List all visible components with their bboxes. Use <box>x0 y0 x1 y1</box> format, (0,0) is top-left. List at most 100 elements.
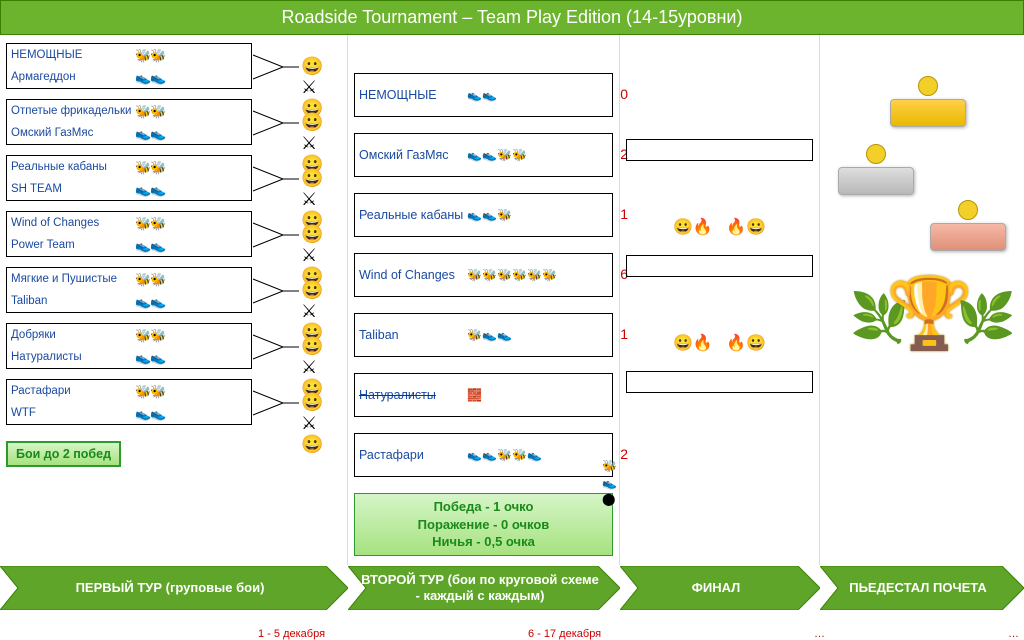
bee-icon: 🐝 <box>135 384 150 399</box>
versus-icon: 😀⚔😀 <box>301 280 323 343</box>
final-slot <box>626 371 813 393</box>
run-icon: 👟 <box>135 182 150 197</box>
versus-icon: 😀⚔😀 <box>301 224 323 287</box>
team-name: Реальные кабаны <box>359 208 467 222</box>
bee-icon: 🐝 <box>150 216 165 231</box>
team-row: Мягкие и Пушистые 🐝🐝 <box>7 268 251 290</box>
team-row: Армагеддон 👟👟 <box>7 66 251 88</box>
team-row: Омский ГазМяс 👟👟 <box>7 122 251 144</box>
team-row: Taliban 👟👟 <box>7 290 251 312</box>
stage-label: ВТОРОЙ ТУР (бои по круговой схеме - кажд… <box>358 572 602 603</box>
team-name: Натуралисты <box>7 351 135 363</box>
bracket-connector <box>253 388 299 418</box>
bee-icon: 🐝 <box>497 208 512 223</box>
team-name: Омский ГазМяс <box>7 127 135 139</box>
versus-icon: 😀⚔😀 <box>301 168 323 231</box>
team-name: Растафари <box>7 385 135 397</box>
bee-icon: 🐝 <box>135 104 150 119</box>
team-row: Отпетые фрикадельки 🐝🐝 <box>7 100 251 122</box>
final-slot <box>626 255 813 277</box>
run-icon: 👟 <box>150 70 165 85</box>
result-icons: 👟👟🐝🐝 <box>467 147 608 162</box>
bracket-connector <box>253 332 299 362</box>
run-icon: 👟 <box>135 70 150 85</box>
laurel-right-icon: 🌿 <box>956 289 1016 346</box>
run-icon: 👟 <box>135 294 150 309</box>
stage-arrows-row: ПЕРВЫЙ ТУР (груповые бои) ВТОРОЙ ТУР (бо… <box>0 566 1024 610</box>
silver-medal-block <box>838 167 914 195</box>
bee-icon: 🐝 <box>135 160 150 175</box>
bee-icon: 🐝 <box>150 328 165 343</box>
run-icon: 👟 <box>150 294 165 309</box>
wall-icon: 🧱 <box>467 388 482 403</box>
run-icon: 👟 <box>150 406 165 421</box>
bee-icon: 🐝 <box>135 272 150 287</box>
run-icon: 👟 <box>482 328 497 343</box>
bee-icon: 🐝 <box>497 268 512 283</box>
result-icons: 🐝🐝 <box>135 383 165 399</box>
result-icons: 👟👟 <box>135 125 165 141</box>
stage-label: ФИНАЛ <box>692 580 741 596</box>
run-icon: 👟 <box>467 148 482 163</box>
bronze-medal-block <box>930 223 1006 251</box>
legend-icons: 🐝👟⬤ <box>602 457 617 507</box>
team-name: Армагеддон <box>7 71 135 83</box>
team-row: Натуралисты 👟👟 <box>7 346 251 368</box>
bracket-connector <box>253 52 299 82</box>
run-icon: 👟 <box>497 328 512 343</box>
round2-row: Натуралисты 🧱 <box>354 373 613 417</box>
bracket-connector <box>253 276 299 306</box>
run-icon: 👟 <box>150 126 165 141</box>
team-row: Power Team 👟👟 <box>7 234 251 256</box>
run-icon: 👟 <box>482 208 497 223</box>
team-name: WTF <box>7 407 135 419</box>
versus-icon: 😀⚔😀 <box>301 336 323 399</box>
result-icons: 🐝👟👟 <box>467 327 608 342</box>
team-name: Taliban <box>7 295 135 307</box>
versus-icon: 😀⚔😀 <box>301 56 323 119</box>
versus-icon: 😀⚔😀 <box>301 392 323 455</box>
round2-row: Wind of Changes 🐝🐝🐝🐝🐝🐝 6 <box>354 253 613 297</box>
round1-pair: НЕМОЩНЫЕ 🐝🐝 Армагеддон 👟👟 😀⚔😀 <box>6 43 252 89</box>
podium-column: 🌿 🏆 🌿 <box>820 35 1024 565</box>
run-icon: 👟 <box>467 88 482 103</box>
bracket-connector <box>253 220 299 250</box>
result-icons: 👟👟 <box>135 237 165 253</box>
round2-row: Реальные кабаны 👟👟🐝 1 <box>354 193 613 237</box>
stage-label: ПЕРВЫЙ ТУР (груповые бои) <box>76 580 265 596</box>
bee-icon: 🐝 <box>135 328 150 343</box>
bee-icon: 🐝 <box>497 448 512 463</box>
bee-icon: 🐝 <box>467 328 482 343</box>
result-icons: 🐝🐝🐝🐝🐝🐝 <box>467 267 608 282</box>
bee-icon: 🐝 <box>135 216 150 231</box>
result-icons: 👟👟 <box>135 349 165 365</box>
bee-icon: 🐝 <box>150 272 165 287</box>
battle-icon-row: 😀🔥 🔥😀 <box>626 333 813 353</box>
bee-icon: 🐝 <box>150 48 165 63</box>
bee-icon: 🐝 <box>135 48 150 63</box>
bee-icon: 🐝 <box>150 104 165 119</box>
bee-icon: 🐝 <box>602 458 617 473</box>
team-name: НЕМОЩНЫЕ <box>359 88 467 102</box>
result-icons: 👟👟🐝🐝👟 <box>467 447 608 462</box>
team-row: WTF 👟👟 <box>7 402 251 424</box>
result-icons: 🐝🐝 <box>135 215 165 231</box>
stage-arrow: ПЬЕДЕСТАЛ ПОЧЕТА <box>820 566 1024 610</box>
gold-medal-block <box>890 99 966 127</box>
bee-icon: 🐝 <box>512 268 527 283</box>
result-icons: 👟👟🐝 <box>467 207 608 222</box>
stage-label: ПЬЕДЕСТАЛ ПОЧЕТА <box>849 580 987 596</box>
stage-arrow: ФИНАЛ <box>620 566 820 610</box>
round1-pair: Реальные кабаны 🐝🐝 SH TEAM 👟👟 😀⚔😀 <box>6 155 252 201</box>
run-icon: 👟 <box>482 88 497 103</box>
bracket-connector <box>253 108 299 138</box>
run-icon: 👟 <box>150 350 165 365</box>
run-icon: 👟 <box>527 448 542 463</box>
team-name: Отпетые фрикадельки <box>7 105 135 117</box>
run-icon: 👟 <box>482 448 497 463</box>
run-icon: 👟 <box>150 182 165 197</box>
team-row: Wind of Changes 🐝🐝 <box>7 212 251 234</box>
run-icon: 👟 <box>467 208 482 223</box>
result-icons: 👟👟 <box>135 405 165 421</box>
rule-line: Ничья - 0,5 очка <box>361 533 606 551</box>
